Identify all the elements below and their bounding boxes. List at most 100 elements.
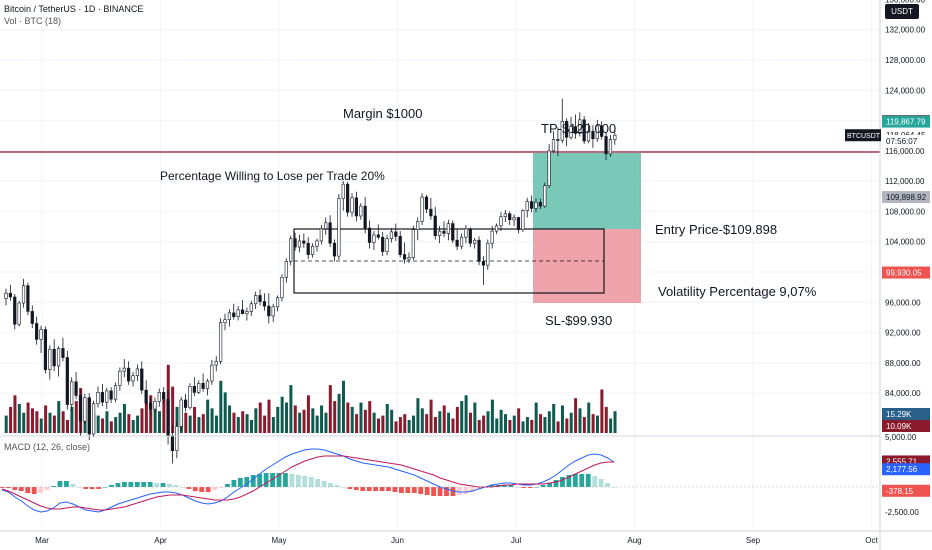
volume-bar — [228, 405, 232, 433]
macd-axis[interactable]: 5,000.00 -2,500.00 2,555.712,177.56 -378.15 — [882, 433, 930, 517]
macd-histogram-bar — [308, 477, 314, 487]
stop-loss-annotation: SL-$99.930 — [545, 313, 613, 328]
macd-histogram-bar — [237, 478, 243, 487]
price-tick-label: 96,000.00 — [885, 298, 921, 307]
take-profit-zone[interactable] — [533, 153, 641, 229]
macd-histogram-bar — [527, 487, 533, 488]
candle — [586, 122, 591, 144]
volume-bar — [320, 405, 324, 433]
candle — [254, 291, 258, 310]
macd-histogram-bar — [424, 487, 430, 495]
volume-bar — [473, 402, 477, 433]
candle — [442, 221, 446, 238]
volume-bar — [482, 415, 486, 433]
macd-histogram-bar — [411, 487, 417, 493]
candle — [267, 293, 271, 324]
symbol-title[interactable]: Bitcoin / TetherUS · 1D · BINANCE — [4, 4, 144, 14]
volume-bar — [22, 412, 26, 433]
candle — [328, 215, 332, 248]
candle — [503, 209, 507, 223]
svg-text:07:56:07: 07:56:07 — [886, 137, 918, 146]
macd-tick-label: 5,000.00 — [885, 433, 917, 442]
macd-histogram-bar — [51, 486, 56, 487]
macd-histogram-bar — [270, 473, 275, 487]
price-tick-label: 84,000.00 — [885, 389, 921, 398]
candle — [236, 306, 240, 321]
volume-bar — [26, 402, 30, 433]
candle — [148, 397, 153, 415]
volume-bar — [219, 380, 223, 433]
macd-histogram-bar — [379, 487, 385, 491]
macd-histogram-bar — [431, 487, 437, 496]
time-axis[interactable]: Mar Apr May Jun Jul Aug Sep Oct — [35, 536, 878, 545]
macd-histogram-bar — [444, 487, 449, 496]
candle — [275, 295, 280, 312]
macd-indicator-title[interactable]: MACD (12, 26, close) — [4, 442, 91, 452]
price-tick-label: 136,000.00 — [885, 0, 926, 4]
time-tick-label: Sep — [746, 536, 761, 545]
volume-bar — [118, 412, 122, 433]
volume-bar — [109, 421, 113, 433]
volume-bar — [210, 408, 214, 433]
candle — [183, 393, 188, 412]
stop-loss-zone[interactable] — [533, 229, 641, 303]
volume-bar — [346, 402, 350, 433]
time-tick-label: Oct — [865, 536, 878, 545]
candle — [153, 397, 157, 413]
candle — [324, 217, 328, 235]
macd-histogram-bar — [179, 487, 185, 488]
macd-histogram-bar — [392, 487, 398, 492]
volume-bar — [368, 401, 372, 433]
volume-bars — [4, 364, 617, 433]
candle — [424, 194, 429, 213]
volume-bar — [30, 408, 34, 433]
candle — [289, 235, 293, 266]
volume-bar — [236, 417, 240, 433]
candle — [8, 284, 12, 301]
candle — [13, 293, 17, 330]
risk-percentage-annotation: Percentage Willing to Lose per Trade 20% — [160, 169, 385, 183]
volume-bar — [17, 404, 21, 433]
macd-histogram-bar — [122, 482, 127, 487]
candle — [271, 303, 275, 322]
volume-bar — [105, 411, 109, 433]
candle — [372, 231, 376, 251]
volume-bar — [451, 418, 455, 433]
symbol-tag: BTCUSDT — [845, 129, 881, 142]
candle — [48, 345, 52, 380]
candle — [92, 400, 96, 438]
volume-bar — [311, 408, 315, 433]
macd-histogram-bar — [547, 483, 552, 487]
volume-bar — [403, 414, 407, 433]
candle — [591, 125, 595, 148]
volume-indicator-title[interactable]: Vol · BTC (18) — [4, 16, 62, 26]
candle — [56, 346, 61, 377]
candle — [157, 388, 161, 407]
volume-bar — [442, 405, 446, 433]
macd-histogram-bar — [192, 487, 198, 491]
volume-bar — [433, 417, 437, 433]
volume-bar — [429, 399, 433, 433]
candle — [468, 227, 472, 248]
volume-bar — [420, 408, 424, 433]
candle — [604, 132, 608, 160]
macd-histogram-bar — [115, 483, 121, 487]
price-axis[interactable]: 136,000.00 132,000.00 128,000.00 124,000.00… — [845, 0, 930, 432]
candle — [205, 378, 210, 396]
volume-bar — [61, 411, 65, 433]
volume-bar — [285, 402, 289, 433]
macd-histogram-bar — [334, 485, 340, 487]
volume-bar — [578, 408, 582, 433]
volume-bar — [569, 412, 573, 433]
candle — [420, 193, 424, 226]
time-tick-label: Apr — [154, 536, 167, 545]
candle — [306, 237, 310, 260]
volume-bar — [57, 401, 61, 433]
currency-button[interactable]: USDT — [885, 4, 919, 19]
candle — [30, 305, 34, 329]
svg-text:109,898.92: 109,898.92 — [886, 193, 927, 202]
volume-bar — [214, 415, 218, 433]
volume-bar — [258, 402, 262, 433]
macd-histogram-bar — [141, 482, 147, 487]
